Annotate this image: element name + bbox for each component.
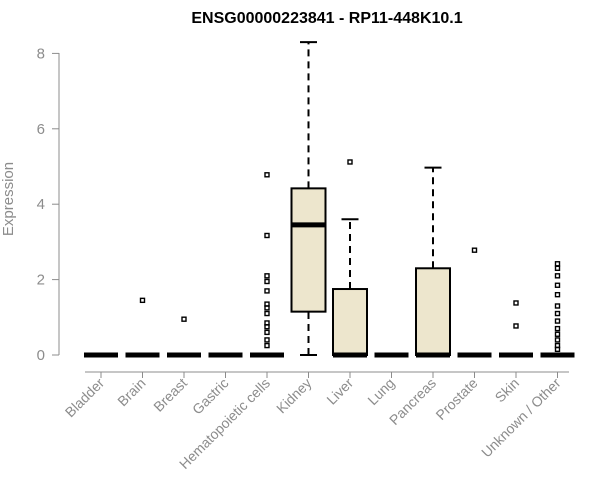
outlier-point (554, 273, 561, 279)
y-axis-label: Expression (0, 162, 17, 236)
outlier-point (264, 273, 270, 279)
outlier-point (554, 318, 561, 324)
box-group (290, 41, 327, 356)
y-tick-label: 6 (37, 121, 45, 138)
outlier-point (264, 342, 270, 349)
y-tick-label: 0 (37, 347, 45, 364)
y-ticks: 0 2 4 6 8 (37, 45, 59, 364)
x-tick-label: Breast (150, 375, 190, 415)
outlier-point (554, 265, 561, 271)
outlier-point (264, 278, 270, 285)
box-iqr (332, 288, 368, 356)
y-tick-label: 4 (37, 196, 45, 213)
outlier-point (139, 297, 146, 304)
outlier-point (471, 247, 478, 253)
box-iqr (290, 187, 327, 313)
box-group (457, 247, 492, 358)
y-tick-label: 2 (37, 272, 45, 289)
box-group (540, 261, 575, 358)
y-tick-label: 8 (37, 45, 45, 62)
x-tick-label: Bladder (62, 375, 108, 421)
outlier-point (264, 324, 270, 330)
outlier-point (513, 300, 519, 306)
box-group (167, 316, 201, 358)
boxes (84, 41, 575, 358)
box-group (332, 159, 368, 358)
x-tick-label: Prostate (432, 375, 480, 423)
outlier-point (264, 337, 270, 343)
outlier-point (347, 159, 353, 165)
outlier-point (264, 288, 270, 294)
x-tick-label: Brain (114, 375, 148, 409)
outlier-point (264, 305, 270, 311)
outlier-point (554, 303, 561, 309)
x-tick-label: Skin (492, 375, 523, 406)
outlier-point (264, 310, 270, 317)
x-tick-label: Kidney (273, 375, 315, 417)
box-iqr (415, 267, 451, 357)
x-tick-label: Unknown / Other (478, 375, 564, 461)
outlier-point (554, 310, 561, 317)
outlier-point (554, 261, 561, 267)
outlier-point (554, 291, 561, 298)
box-group (250, 172, 284, 358)
outlier-point (554, 282, 561, 288)
box-group (499, 300, 533, 358)
outlier-point (554, 346, 561, 353)
box-group (415, 166, 451, 358)
outlier-point (554, 337, 561, 343)
chart-title: ENSG00000223841 - RP11-448K10.1 (191, 10, 462, 27)
outlier-point (181, 316, 187, 322)
x-tick-label: Lung (364, 375, 397, 408)
outlier-point (264, 329, 270, 336)
outlier-point (264, 232, 270, 239)
x-tick-label: Liver (323, 375, 356, 408)
outlier-point (264, 172, 270, 178)
outlier-point (554, 325, 561, 332)
outlier-point (554, 331, 561, 337)
box-group (125, 297, 160, 358)
outlier-point (513, 323, 519, 329)
